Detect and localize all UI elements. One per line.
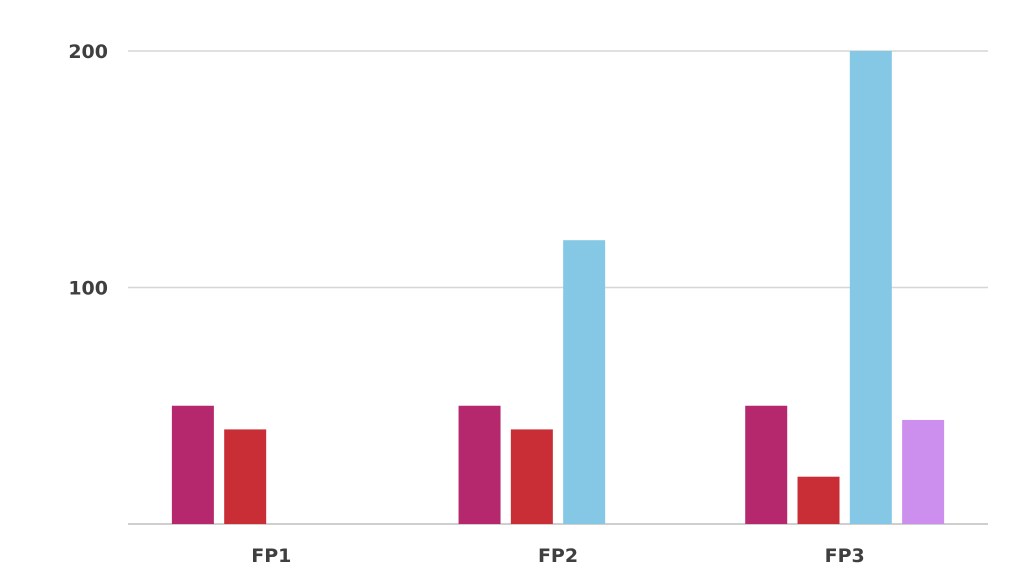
- bars-layer: [171, 51, 945, 524]
- bar-fp1-series-2: [224, 429, 267, 524]
- x-tick-label-fp2: FP2: [538, 545, 578, 567]
- grid-layer: [128, 50, 988, 525]
- bar-fp3-series-4: [902, 419, 945, 524]
- bar-fp3-series-1: [745, 405, 788, 524]
- bar-fp3-series-2: [797, 476, 840, 524]
- labels-layer: 100 200 FP1 FP2 FP3: [68, 41, 864, 567]
- x-tick-label-fp1: FP1: [251, 545, 291, 567]
- bar-fp2-series-1: [458, 405, 501, 524]
- bar-fp2-series-3: [563, 240, 606, 524]
- bar-fp1-series-1: [171, 405, 214, 524]
- x-tick-label-fp3: FP3: [825, 545, 865, 567]
- bar-fp3-series-3: [849, 51, 892, 524]
- y-tick-label-100: 100: [68, 278, 108, 300]
- bar-fp2-series-2: [510, 429, 553, 524]
- y-tick-label-200: 200: [68, 41, 108, 63]
